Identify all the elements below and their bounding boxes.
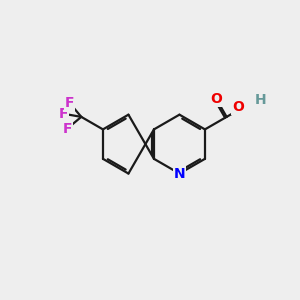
Text: F: F — [65, 96, 74, 110]
Text: N: N — [174, 167, 185, 181]
Text: O: O — [210, 92, 222, 106]
Text: H: H — [255, 93, 267, 107]
Text: F: F — [58, 107, 68, 121]
Text: O: O — [232, 100, 244, 114]
Text: F: F — [62, 122, 72, 136]
